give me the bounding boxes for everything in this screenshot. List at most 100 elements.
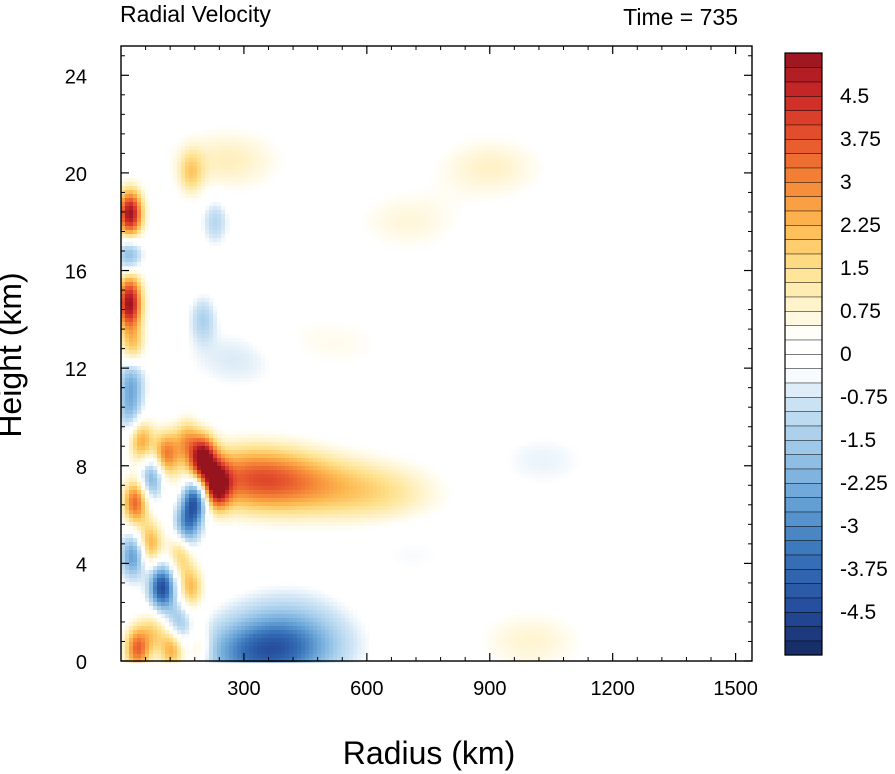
heatmap-cell xyxy=(201,422,206,427)
heatmap-cell xyxy=(293,506,298,511)
heatmap-cell xyxy=(221,166,226,171)
heatmap-cell xyxy=(253,166,258,171)
heatmap-cell xyxy=(277,606,282,611)
heatmap-cell xyxy=(213,302,218,307)
heatmap-cell xyxy=(185,422,190,427)
heatmap-cell xyxy=(253,346,258,351)
heatmap-cell xyxy=(141,182,146,187)
heatmap-cell xyxy=(205,226,210,231)
heatmap-cell xyxy=(409,502,414,507)
heatmap-cell xyxy=(393,214,398,219)
heatmap-cell xyxy=(317,614,322,619)
heatmap-cell xyxy=(493,178,498,183)
heatmap-cell xyxy=(229,126,234,131)
heatmap-cell xyxy=(361,462,366,467)
heatmap-cell xyxy=(533,626,538,631)
heatmap-cell xyxy=(197,370,202,375)
heatmap-cell xyxy=(185,558,190,563)
heatmap-cell xyxy=(221,514,226,519)
heatmap-cell xyxy=(341,518,346,523)
heatmap-cell xyxy=(393,210,398,215)
heatmap-cell xyxy=(405,498,410,503)
heatmap-cell xyxy=(173,578,178,583)
heatmap-cell xyxy=(281,450,286,455)
heatmap-cell xyxy=(233,166,238,171)
heatmap-cell xyxy=(457,178,462,183)
heatmap-cell xyxy=(149,522,154,527)
heatmap-cell xyxy=(337,618,342,623)
heatmap-cell xyxy=(137,206,142,211)
heatmap-cell xyxy=(301,462,306,467)
heatmap-cell xyxy=(513,182,518,187)
heatmap-cell xyxy=(189,194,194,199)
heatmap-cell xyxy=(133,622,138,627)
heatmap-cell xyxy=(209,458,214,463)
heatmap-cell xyxy=(445,230,450,235)
heatmap-cell xyxy=(245,178,250,183)
heatmap-cell xyxy=(501,198,506,203)
heatmap-cell xyxy=(317,330,322,335)
heatmap-cell xyxy=(201,350,206,355)
heatmap-cell xyxy=(129,494,134,499)
heatmap-cell xyxy=(413,490,418,495)
heatmap-cell xyxy=(221,482,226,487)
heatmap-cell xyxy=(185,566,190,571)
heatmap-cell xyxy=(441,202,446,207)
heatmap-cell xyxy=(377,450,382,455)
heatmap-cell xyxy=(373,218,378,223)
heatmap-cell xyxy=(369,498,374,503)
heatmap-cell xyxy=(205,178,210,183)
heatmap-cell xyxy=(197,538,202,543)
heatmap-cell xyxy=(133,278,138,283)
heatmap-cell xyxy=(505,142,510,147)
heatmap-cell xyxy=(245,354,250,359)
heatmap-cell xyxy=(313,326,318,331)
heatmap-cell xyxy=(377,218,382,223)
heatmap-cell xyxy=(201,342,206,347)
heatmap-cell xyxy=(305,622,310,627)
heatmap-cell xyxy=(173,430,178,435)
heatmap-cell xyxy=(533,462,538,467)
heatmap-cell xyxy=(349,506,354,511)
heatmap-cell xyxy=(285,610,290,615)
heatmap-cell xyxy=(193,462,198,467)
heatmap-cell xyxy=(553,458,558,463)
heatmap-cell xyxy=(265,526,270,531)
heatmap-cell xyxy=(257,370,262,375)
heatmap-cell xyxy=(141,502,146,507)
heatmap-cell xyxy=(381,202,386,207)
heatmap-cell xyxy=(209,370,214,375)
heatmap-cell xyxy=(305,510,310,515)
heatmap-cell xyxy=(217,370,222,375)
heatmap-cell xyxy=(189,470,194,475)
heatmap-cell xyxy=(385,450,390,455)
heatmap-cell xyxy=(465,142,470,147)
heatmap-cell xyxy=(325,598,330,603)
heatmap-cell xyxy=(261,458,266,463)
heatmap-cell xyxy=(193,446,198,451)
heatmap-cell xyxy=(193,338,198,343)
heatmap-cell xyxy=(121,274,126,279)
heatmap-cell xyxy=(177,178,182,183)
heatmap-cell xyxy=(249,590,254,595)
heatmap-cell xyxy=(353,442,358,447)
heatmap-cell xyxy=(141,330,146,335)
heatmap-cell xyxy=(541,450,546,455)
heatmap-cell xyxy=(129,558,134,563)
heatmap-cell xyxy=(461,210,466,215)
heatmap-cell xyxy=(409,246,414,251)
heatmap-cell xyxy=(409,226,414,231)
heatmap-cell xyxy=(381,518,386,523)
heatmap-cell xyxy=(437,162,442,167)
heatmap-cell xyxy=(129,486,134,491)
heatmap-cell xyxy=(281,434,286,439)
heatmap-cell xyxy=(261,486,266,491)
heatmap-cell xyxy=(413,222,418,227)
heatmap-cell xyxy=(393,522,398,527)
heatmap-cell xyxy=(237,158,242,163)
heatmap-cell xyxy=(217,482,222,487)
heatmap-cell xyxy=(465,170,470,175)
heatmap-cell xyxy=(337,602,342,607)
heatmap-cell xyxy=(185,510,190,515)
heatmap-cell xyxy=(497,138,502,143)
